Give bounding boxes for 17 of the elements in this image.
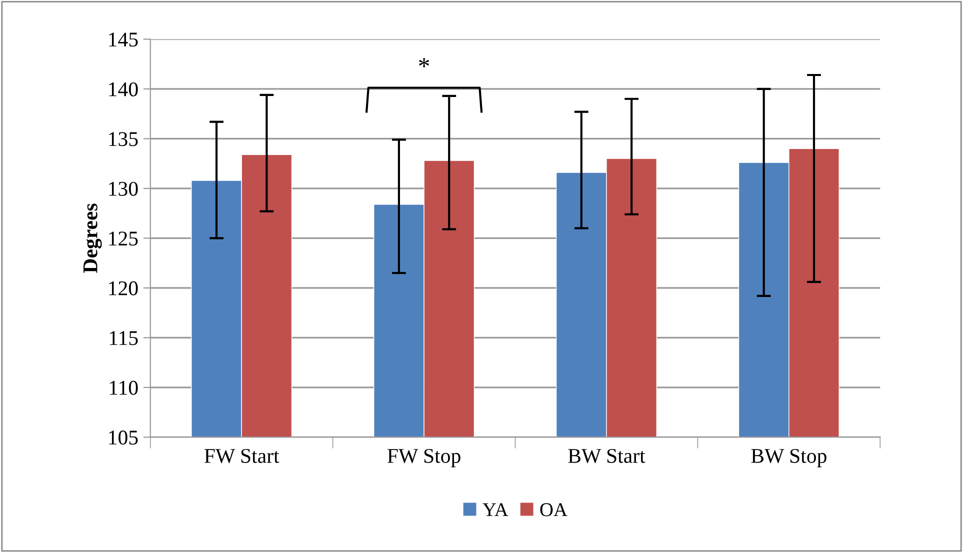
y-tick-label: 135 (109, 132, 138, 146)
y-tick-label: 130 (109, 182, 138, 196)
y-tick-label: 125 (109, 232, 138, 246)
annotation: * (419, 58, 430, 68)
legend-label: OA (540, 503, 568, 516)
y-axis-title: Degrees (84, 204, 102, 273)
y-tick-label: 110 (110, 380, 138, 395)
x-tick-label: FW Stop (387, 448, 460, 468)
y-tick-label: 145 (109, 32, 138, 47)
x-tick-label: BW Start (568, 448, 646, 464)
y-tick-label: 140 (109, 82, 138, 96)
y-tick-label: 115 (110, 331, 138, 346)
y-tick-label: 105 (109, 430, 138, 445)
x-tick-label: FW Start (204, 448, 280, 464)
x-tick-label: BW Stop (751, 448, 826, 468)
legend-label: YA (482, 503, 508, 516)
y-tick-label: 120 (109, 281, 138, 296)
